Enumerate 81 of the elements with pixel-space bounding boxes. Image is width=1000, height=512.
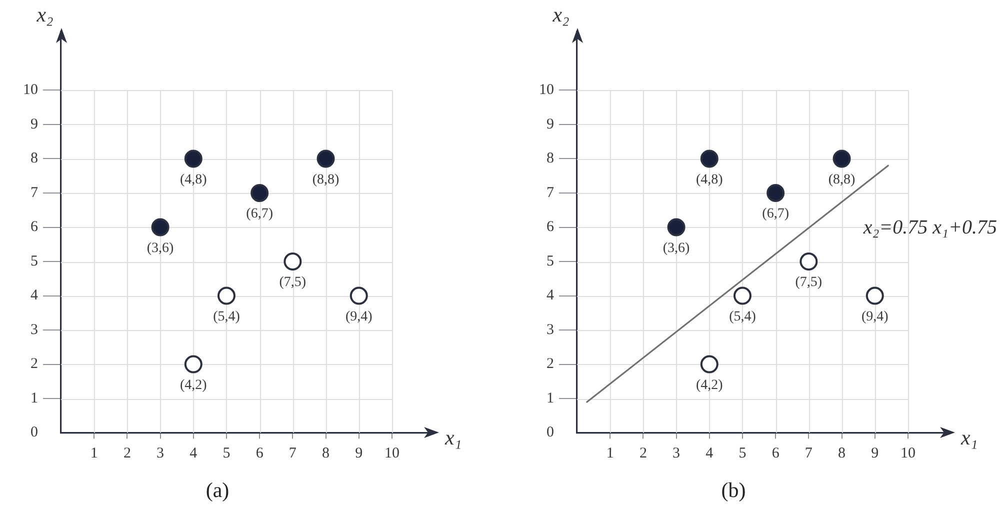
point <box>667 218 686 236</box>
point <box>700 150 718 168</box>
x-tick-label: 9 <box>871 446 879 462</box>
x-tick-label: 5 <box>222 446 230 462</box>
y-tick-label: 10 <box>539 82 554 98</box>
point <box>350 286 368 305</box>
point <box>733 286 752 305</box>
text: (b) <box>721 478 746 502</box>
y-tick-label: 4 <box>30 288 38 304</box>
y-tick-label: 7 <box>30 184 38 201</box>
y-tick-label: 7 <box>546 184 554 201</box>
x-tick-label: 4 <box>706 446 714 462</box>
y-tick-label: 2 <box>546 356 554 372</box>
y-tick-label: 5 <box>546 253 554 270</box>
x-tick-label: 1 <box>90 446 98 462</box>
y-tick-label: 2 <box>30 356 38 372</box>
annotation: (7,5) <box>279 275 306 290</box>
annotation: (5,4) <box>729 309 756 324</box>
y-tick-label: 3 <box>30 322 38 338</box>
y-tick-label: 9 <box>30 116 38 132</box>
annotation: (8,8) <box>312 172 340 188</box>
x-tick-label: 7 <box>288 446 297 462</box>
y-tick-label: 6 <box>546 219 554 236</box>
x-tick-label: 5 <box>738 446 746 462</box>
annotation: (6,7) <box>246 206 274 222</box>
annotation: (4,2) <box>696 378 724 393</box>
annotation: (3,6) <box>146 240 174 256</box>
annotation: (9,4) <box>345 309 373 324</box>
y-tick-label: 8 <box>30 150 38 167</box>
point <box>316 150 335 168</box>
y-tick-label: 4 <box>546 288 554 304</box>
annotation: (8,8) <box>828 172 856 188</box>
y-tick-label: 8 <box>546 150 554 167</box>
y-tick-label: 5 <box>30 253 38 270</box>
x-tick-label: 10 <box>900 446 916 462</box>
point <box>832 150 851 168</box>
x-tick-label: 9 <box>355 446 363 462</box>
annotation: x₂=0.75 x₁+0.75 <box>862 216 997 239</box>
x-tick-label: 6 <box>772 446 780 462</box>
annotation: (5,4) <box>213 309 240 324</box>
point <box>184 150 202 168</box>
y-axis-title: x₂ <box>552 2 570 27</box>
y-tick-label: 0 <box>546 424 554 441</box>
point <box>250 184 269 202</box>
x-tick-label: 8 <box>838 446 846 462</box>
x-tick-label: 3 <box>672 446 680 462</box>
point <box>151 218 170 236</box>
point <box>866 286 884 305</box>
point <box>217 286 236 305</box>
x-tick-label: 4 <box>190 446 198 462</box>
point <box>766 184 785 202</box>
x-tick-label: 7 <box>804 446 813 462</box>
annotation: (7,5) <box>795 275 822 290</box>
annotation: (6,7) <box>762 206 790 222</box>
y-tick-label: 10 <box>23 82 38 98</box>
annotation: (4,2) <box>180 378 208 393</box>
y-tick-label: 3 <box>546 322 554 338</box>
x-tick-label: 3 <box>156 446 164 462</box>
y-tick-label: 9 <box>546 116 554 132</box>
y-tick-label: 6 <box>30 219 38 236</box>
annotation: (4,8) <box>180 172 208 188</box>
annotation: (9,4) <box>861 309 889 324</box>
x-axis-title: x₁ <box>444 425 462 450</box>
y-tick-label: 1 <box>30 390 38 406</box>
x-tick-label: 8 <box>322 446 330 462</box>
y-tick-label: 0 <box>30 424 38 441</box>
x-tick-label: 2 <box>123 446 131 462</box>
annotation: (3,6) <box>662 240 690 256</box>
point <box>700 355 718 374</box>
y-tick-label: 1 <box>546 390 554 406</box>
annotation: (4,8) <box>696 172 724 188</box>
x-tick-label: 10 <box>384 446 400 462</box>
x-tick-label: 1 <box>606 446 614 462</box>
point <box>184 355 202 374</box>
x-axis-title: x₁ <box>960 425 978 450</box>
point <box>284 252 302 271</box>
x-tick-label: 2 <box>639 446 647 462</box>
x-tick-label: 6 <box>256 446 264 462</box>
y-axis-title: x₂ <box>36 2 54 27</box>
point <box>800 252 818 271</box>
text: (a) <box>206 478 230 502</box>
